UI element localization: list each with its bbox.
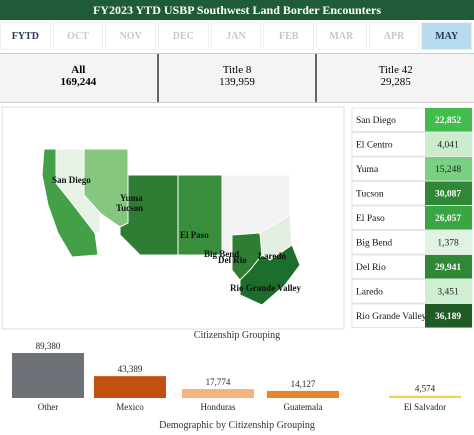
sector-name: Yuma: [356, 165, 379, 175]
sector-name: Laredo: [356, 288, 383, 298]
value-label: 89,380: [36, 341, 61, 351]
value-label: 4,574: [415, 384, 436, 394]
summary-label: All: [71, 64, 86, 76]
month-tab[interactable]: NOV: [105, 22, 157, 50]
sector-value: 36,189: [435, 312, 461, 322]
sector-cell: [425, 255, 472, 279]
month-tab[interactable]: MAY: [421, 22, 473, 50]
month-tab[interactable]: JAN: [210, 22, 262, 50]
map-label: Big Bend: [204, 249, 239, 259]
sector-cell: [425, 206, 472, 230]
month-tab[interactable]: FYTD: [0, 22, 51, 50]
region-tucson: [119, 174, 179, 256]
x-tick-label: Other: [38, 402, 59, 412]
month-tab[interactable]: FEB: [263, 22, 315, 50]
bar: [389, 395, 461, 398]
sector-cell: [425, 181, 472, 205]
sector-name: Rio Grande Valley: [356, 312, 427, 322]
summary-label: Title 8: [222, 64, 252, 76]
summary-box: Title 42 29,285: [317, 54, 474, 102]
x-axis-label: Demographic by Citizenship Grouping: [159, 420, 315, 431]
x-tick-label: Honduras: [201, 402, 236, 412]
summary-label: Title 42: [378, 64, 413, 76]
bar: [94, 376, 166, 398]
sector-cell: [425, 132, 472, 156]
x-tick-label: Guatemala: [284, 402, 323, 412]
sector-value: 26,057: [435, 214, 461, 224]
sector-value: 3,451: [437, 288, 459, 298]
bar: [182, 389, 254, 398]
month-tab[interactable]: DEC: [158, 22, 209, 50]
summary: All 169,244 Title 8 139,959 Title 42 29,285: [0, 53, 474, 103]
month-tab[interactable]: OCT: [52, 22, 104, 50]
sector-cell: [425, 108, 472, 132]
chart-title: Citizenship Grouping: [194, 330, 280, 341]
region-el-paso: [177, 174, 223, 256]
map-label: San Diego: [52, 175, 91, 185]
month-tab[interactable]: MAR: [316, 22, 367, 50]
sector-name: Big Bend: [356, 239, 392, 249]
value-label: 43,389: [118, 364, 143, 374]
sector-value: 30,087: [435, 190, 461, 200]
x-tick-label: Mexico: [116, 402, 144, 412]
bar: [12, 353, 84, 398]
map-label: Del Rio: [218, 255, 247, 265]
sector-cell: [425, 157, 472, 181]
map-label: Tucson: [116, 203, 143, 213]
sector-value: 15,248: [435, 165, 461, 175]
summary-box: All 169,244: [0, 54, 159, 102]
sector-name: San Diego: [356, 116, 396, 126]
summary-box: Title 8 139,959: [159, 54, 318, 102]
sector-value: 22,852: [435, 116, 461, 126]
sector-name: El Paso: [356, 214, 385, 224]
sector-cell: [425, 230, 472, 254]
sector-cell: [425, 279, 472, 303]
map-label: Yuma: [120, 193, 143, 203]
sector-name: Del Rio: [356, 263, 386, 273]
summary-value: 169,244: [60, 76, 97, 88]
sector-name: Tucson: [356, 190, 384, 200]
map-label: El Paso: [180, 230, 209, 240]
sector-name: El Centro: [356, 141, 393, 151]
value-label: 17,774: [206, 377, 231, 387]
region-rio-grande-valley: [239, 244, 301, 306]
summary-value: 139,959: [219, 76, 255, 88]
value-label: 14,127: [291, 379, 316, 389]
month-tab[interactable]: APR: [368, 22, 420, 50]
month-tabs: FYTD OCT NOV DEC JAN FEB MAR APR MAY: [0, 22, 474, 50]
sector-value: 29,941: [435, 263, 461, 273]
x-tick-label: El Salvador: [404, 402, 446, 412]
summary-value: 29,285: [380, 76, 411, 88]
map-label: Rio Grande Valley: [230, 283, 302, 293]
header-title: FY2023 YTD USBP Southwest Land Border En…: [0, 0, 474, 20]
map: [41, 148, 301, 306]
map-label: Laredo: [258, 251, 286, 261]
sector-cell: [425, 304, 472, 328]
sector-value: 1,378: [437, 239, 459, 249]
sector-value: 4,041: [437, 141, 459, 151]
bar: [267, 390, 339, 398]
